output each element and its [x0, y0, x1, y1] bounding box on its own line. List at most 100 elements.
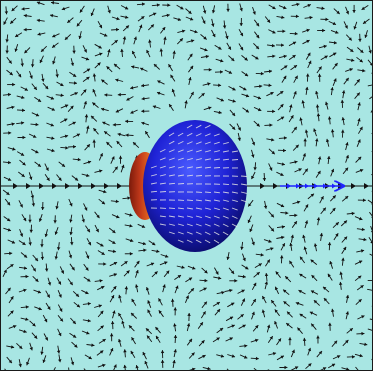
field-arrow-head: [141, 2, 145, 6]
field-arrow-head: [115, 199, 119, 204]
field-arrow-head: [208, 68, 212, 72]
field-arrow-head: [280, 204, 285, 208]
field-arrow-head: [23, 288, 27, 293]
field-arrow-head: [340, 99, 345, 103]
field-arrow-head: [139, 24, 143, 29]
field-arrow-head: [227, 46, 231, 50]
surface-arrow: [186, 132, 193, 137]
surface-arrow: [159, 165, 166, 169]
field-arrow-head: [345, 142, 349, 146]
field-arrow-head: [98, 45, 102, 49]
field-arrow-head: [113, 273, 117, 277]
field-arrow-head: [20, 152, 25, 156]
surface-arrow: [204, 149, 211, 153]
field-arrow-head: [345, 311, 349, 315]
surface-arrow: [177, 207, 184, 210]
field-arrow-head: [333, 41, 337, 45]
field-arrow-head: [10, 310, 14, 314]
field-arrow-head: [362, 68, 366, 73]
field-arrow-head: [129, 238, 134, 243]
field-arrow-head: [221, 291, 225, 295]
field-arrow-head: [359, 216, 363, 221]
field-arrow-head: [87, 302, 91, 306]
field-arrow: [367, 328, 373, 332]
field-arrow-head: [103, 262, 107, 266]
field-arrow-head: [284, 365, 288, 370]
field-arrow-head: [362, 198, 366, 202]
field-arrow-head: [285, 276, 289, 280]
field-arrow-head: [6, 191, 10, 195]
field-arrow-head: [87, 241, 91, 246]
field-arrow-head: [92, 102, 96, 106]
field-arrow-head: [97, 62, 101, 66]
surface-arrow: [195, 231, 202, 235]
field-arrow-head: [72, 334, 77, 338]
field-arrow-head: [91, 343, 95, 347]
field-arrow-head: [274, 309, 278, 313]
field-arrow-head: [8, 131, 12, 135]
field-arrow-head: [333, 340, 338, 344]
field-arrow-head: [302, 337, 307, 341]
field-arrow-head: [257, 107, 262, 112]
field-arrow-head: [237, 127, 241, 131]
field-arrow-head: [334, 63, 338, 67]
field-arrow-head: [266, 259, 270, 263]
field-arrow-head: [3, 269, 7, 273]
field-arrow-head: [70, 62, 75, 66]
field-arrow-head: [188, 338, 192, 343]
surface-arrow: [150, 182, 157, 185]
field-arrow-head: [75, 293, 79, 297]
field-arrow-head: [135, 365, 139, 369]
field-arrow-head: [361, 6, 365, 10]
field-arrow-head: [20, 63, 24, 67]
field-arrow-head: [294, 75, 298, 80]
field-arrow-head: [147, 309, 151, 313]
field-arrow-head: [116, 215, 120, 219]
field-arrow: [4, 368, 7, 371]
field-arrow-head: [54, 256, 58, 260]
field-arrow-head: [172, 360, 176, 364]
field-arrow-head: [52, 44, 56, 48]
surface-arrow: [213, 133, 220, 137]
field-arrow-head: [165, 254, 169, 258]
field-arrow-head: [29, 229, 33, 233]
field-arrow-head: [252, 299, 256, 303]
field-arrow-head: [84, 114, 89, 118]
field-arrow-head: [152, 105, 157, 109]
field-arrow-head: [111, 295, 115, 299]
field-arrow-head: [5, 39, 9, 43]
field-arrow-head: [169, 104, 173, 108]
field-arrow-head: [159, 48, 163, 52]
field-arrow-head: [145, 131, 149, 135]
surface-arrow: [159, 148, 166, 153]
field-arrow-head: [344, 167, 349, 171]
field-arrow-head: [343, 246, 347, 251]
field-arrow-head: [251, 154, 255, 158]
surface-arrow: [195, 124, 202, 129]
field-arrow-head: [41, 207, 45, 210]
field-arrow-head: [313, 300, 318, 304]
field-arrow-head: [199, 322, 203, 326]
field-arrow-head: [8, 60, 12, 64]
field-arrow-head: [274, 286, 279, 291]
field-arrow-head: [175, 285, 179, 289]
field-arrow-head: [244, 344, 248, 348]
field-arrow-head: [248, 203, 252, 207]
field-arrow-head: [253, 282, 257, 287]
field-arrow-head: [218, 46, 222, 50]
field-arrow-head: [324, 55, 328, 59]
surface-arrow: [204, 231, 211, 236]
field-arrow-head: [317, 170, 321, 175]
field-arrow-head: [268, 69, 272, 74]
field-arrow-head: [244, 57, 248, 61]
field-arrow-head: [242, 274, 246, 279]
field-arrow-head: [297, 327, 301, 331]
surface-arrow: [186, 239, 193, 243]
surface-arrow: [195, 199, 202, 202]
surface-arrow: [186, 215, 193, 218]
field-arrow-head: [218, 110, 222, 115]
direction-arrow-tick: [314, 183, 318, 189]
surface-arrow: [159, 174, 166, 177]
field-arrow-head: [203, 287, 207, 291]
surface-arrow: [168, 149, 175, 153]
